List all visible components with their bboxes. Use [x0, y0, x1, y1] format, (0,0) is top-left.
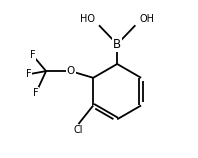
- Text: HO: HO: [80, 14, 95, 24]
- Text: F: F: [33, 88, 39, 98]
- Text: B: B: [113, 38, 121, 51]
- Text: Cl: Cl: [74, 125, 83, 135]
- Text: F: F: [26, 69, 31, 79]
- Text: F: F: [30, 50, 35, 60]
- Text: O: O: [67, 66, 75, 76]
- Text: OH: OH: [139, 14, 154, 24]
